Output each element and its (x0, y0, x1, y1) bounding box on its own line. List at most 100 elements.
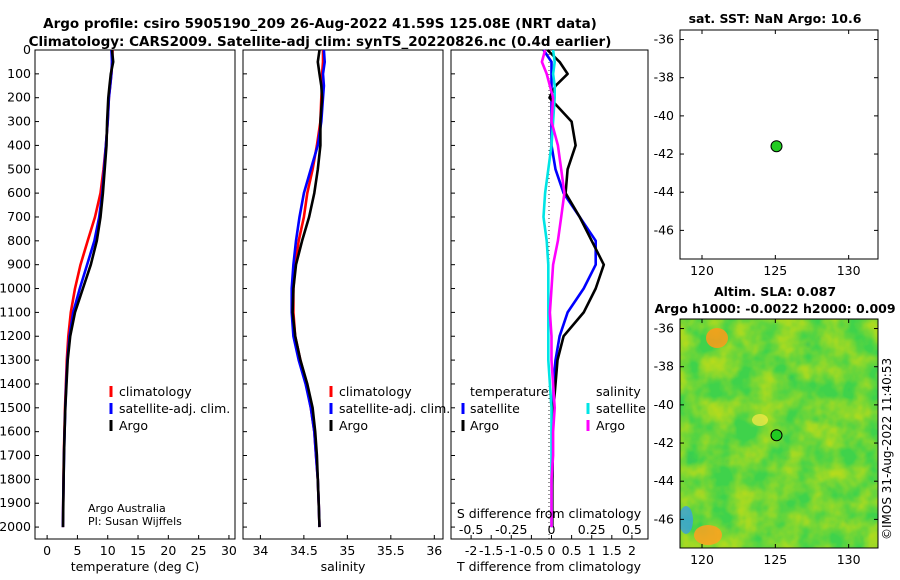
map-y-tick-label: -36 (654, 32, 674, 47)
series-line-argo (61, 49, 115, 528)
depth-tick-label: 1700 (0, 448, 31, 463)
legend-satellite: satellite-adj. clim. (339, 401, 450, 416)
difference-profiles (540, 49, 606, 528)
sla-hotspot-2 (694, 525, 722, 545)
map-x-tick-label: 130 (837, 263, 861, 278)
map-y-tick-label: -46 (654, 222, 674, 237)
x-tick-label: 34 (252, 543, 268, 558)
legend-t-satellite: satellite (470, 401, 520, 416)
map-y-tick-label: -38 (654, 70, 674, 85)
map-x-tick-label: 125 (763, 263, 787, 278)
depth-tick-label: 100 (7, 66, 31, 81)
x-tick-label: 5 (73, 543, 81, 558)
x-tick-label: 1 (588, 543, 596, 558)
depth-tick-label: 1000 (0, 281, 31, 296)
x-tick-label: -2 (465, 543, 477, 558)
sla-hotspot-1 (706, 328, 728, 348)
sst-map-title: sat. SST: NaN Argo: 10.6 (688, 11, 862, 26)
map-x-tick-label: 120 (690, 552, 714, 567)
legend-s-argo: Argo (596, 418, 625, 433)
x-tick-label: 25 (191, 543, 207, 558)
depth-tick-label: 300 (7, 114, 31, 129)
x-tick-label: 15 (130, 543, 146, 558)
s-tick-label: 0 (548, 522, 556, 537)
sla-hotspot-3 (752, 414, 768, 426)
map-y-tick-label: -42 (654, 435, 674, 450)
depth-axis: 0 100 200 300 400 500 600 700 800 900 1000 1100 1200… (0, 42, 455, 534)
depth-tick-label: 1600 (0, 424, 31, 439)
depth-tick-label: 1800 (0, 471, 31, 486)
temperature-panel-frame (34, 49, 236, 540)
s-tick-label: 0.5 (622, 522, 642, 537)
sla-coldspot-1 (680, 506, 693, 534)
x-tick-label: 20 (160, 543, 176, 558)
s-tick-label: -0.25 (495, 522, 527, 537)
difference-legend: temperature satellite Argo salinity sate… (461, 384, 646, 433)
title-line-1: Argo profile: csiro 5905190_209 26-Aug-2… (43, 16, 597, 32)
depth-tick-label: 1900 (0, 495, 31, 510)
depth-tick-label: 800 (7, 233, 31, 248)
x-tick-label: 35.5 (377, 543, 405, 558)
credit-line-1: Argo Australia (88, 502, 166, 515)
salinity-profiles (290, 49, 327, 528)
map-y-tick-label: -40 (654, 108, 674, 123)
map-x-tick-label: 120 (690, 263, 714, 278)
map-y-tick-label: -44 (654, 184, 674, 199)
legend-argo: Argo (339, 418, 368, 433)
series-line-salinity-argo (540, 49, 566, 528)
s-tick-label: -0.5 (459, 522, 483, 537)
map-y-tick-label: -46 (654, 511, 674, 526)
x-tick-label: 0 (43, 543, 51, 558)
x-tick-label: 34.5 (290, 543, 318, 558)
x-tick-label: 2 (628, 543, 636, 558)
depth-tick-label: 2000 (0, 519, 31, 534)
map-y-tick-label: -40 (654, 397, 674, 412)
salinity-panel-frame (242, 49, 444, 540)
x-tick-label: -1 (505, 543, 517, 558)
depth-tick-label: 700 (7, 209, 31, 224)
depth-tick-label: 0 (23, 42, 31, 57)
legend-climatology: climatology (119, 384, 192, 399)
depth-tick-label: 1200 (0, 328, 31, 343)
sla-map-title-2: Argo h1000: -0.0022 h2000: 0.009 (654, 301, 896, 316)
legend-satellite: satellite-adj. clim. (119, 401, 230, 416)
sla-map-frame (679, 318, 879, 549)
x-tick-label: 35 (339, 543, 355, 558)
x-tick-label: 10 (100, 543, 116, 558)
x-tick-label: 0 (548, 543, 556, 558)
x-tick-label: -1.5 (479, 543, 503, 558)
sst-argo-float-marker (770, 140, 783, 153)
series-line-climatology (61, 49, 114, 528)
map-x-tick-label: 125 (763, 552, 787, 567)
imos-timestamp: ©IMOS 31-Aug-2022 11:40:53 (880, 357, 894, 540)
sla-argo-float-marker (770, 429, 783, 442)
legend-argo: Argo (119, 418, 148, 433)
salinity-legend: climatology satellite-adj. clim. Argo (329, 384, 450, 433)
s-difference-label: S difference from climatology (457, 506, 642, 521)
legend-temperature-title: temperature (470, 384, 549, 399)
x-tick-label: 1.5 (602, 543, 622, 558)
depth-tick-label: 1100 (0, 304, 31, 319)
salinity-xlabel: salinity (321, 559, 366, 574)
depth-tick-label: 200 (7, 90, 31, 105)
temperature-xlabel: temperature (deg C) (71, 559, 200, 574)
series-line-climatology (292, 50, 325, 528)
depth-tick-label: 1400 (0, 376, 31, 391)
depth-tick-label: 600 (7, 185, 31, 200)
legend-salinity-title: salinity (596, 384, 641, 399)
legend-climatology: climatology (339, 384, 412, 399)
map-y-tick-label: -38 (654, 359, 674, 374)
legend-s-satellite: satellite (596, 401, 646, 416)
depth-tick-label: 400 (7, 137, 31, 152)
map-y-tick-label: -42 (654, 146, 674, 161)
x-tick-label: 0.5 (562, 543, 582, 558)
depth-tick-label: 1500 (0, 400, 31, 415)
series-line-salinity-satellite (542, 49, 557, 528)
title-line-2: Climatology: CARS2009. Satellite-adj cli… (28, 34, 612, 50)
x-tick-label: -0.5 (519, 543, 543, 558)
difference-panel-frame (450, 49, 649, 540)
temperature-legend: climatology satellite-adj. clim. Argo (109, 384, 230, 433)
x-tick-label: 30 (221, 543, 237, 558)
depth-tick-label: 1300 (0, 352, 31, 367)
